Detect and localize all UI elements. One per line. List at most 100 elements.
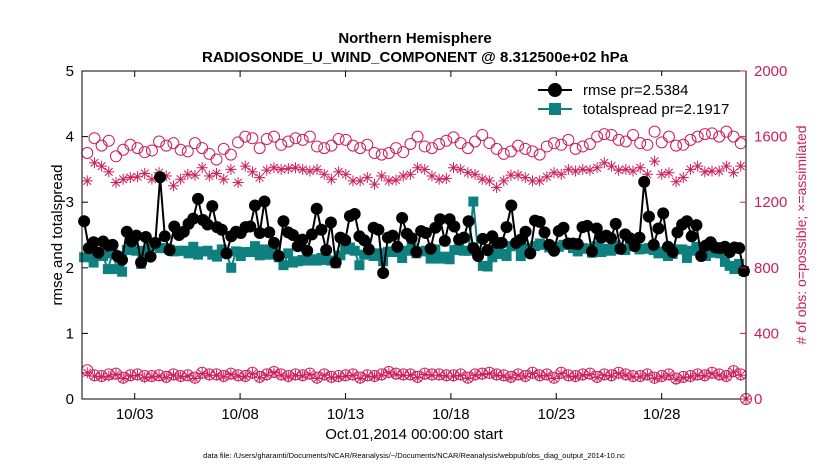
obs-assimilated-low-marker — [670, 373, 682, 385]
obs-assimilated-marker — [189, 169, 201, 181]
obs-assimilated-low-marker — [117, 373, 129, 384]
obs-assimilated-low-marker — [325, 372, 337, 384]
obs-possible-marker — [203, 147, 216, 160]
obs-possible-marker — [619, 135, 632, 148]
obs-assimilated-marker — [361, 172, 373, 184]
obs-assimilated-low-marker — [103, 370, 115, 382]
y-tick-label: 1 — [66, 325, 74, 342]
obs-assimilated-low-marker — [713, 369, 725, 381]
totalspread-point — [468, 196, 479, 207]
obs-possible-marker — [655, 136, 668, 149]
rmse-point — [519, 225, 532, 238]
rmse-point — [377, 267, 390, 280]
obs-assimilated-low-marker — [491, 369, 503, 381]
obs-possible-marker — [167, 137, 180, 150]
legend-spread-marker — [549, 103, 561, 115]
obs-possible-marker — [397, 146, 410, 159]
obs-assimilated-low-marker — [498, 370, 510, 382]
rmse-point — [604, 232, 617, 245]
obs-assimilated-marker — [117, 173, 129, 185]
obs-possible-marker — [131, 142, 144, 155]
rmse-point — [158, 230, 171, 243]
obs-assimilated-marker — [304, 165, 316, 177]
obs-assimilated-low-marker — [254, 372, 266, 384]
y2-tick-label: 2000 — [754, 63, 787, 80]
obs-possible-marker — [540, 140, 553, 153]
rmse-point — [647, 238, 660, 251]
obs-assimilated-low-marker — [340, 370, 352, 382]
obs-possible-marker — [81, 147, 94, 159]
obs-assimilated-marker — [333, 166, 345, 178]
rmse-point — [652, 222, 665, 235]
totalspread-point — [397, 252, 408, 263]
obs-assimilated-marker — [203, 170, 215, 182]
rmse-point — [120, 225, 133, 238]
rmse-point — [135, 256, 148, 269]
obs-assimilated-marker — [369, 178, 381, 190]
obs-assimilated-low-marker — [175, 371, 187, 383]
obs-possible-marker — [691, 130, 704, 143]
obs-possible-marker — [232, 136, 245, 149]
rmse-point — [362, 243, 375, 256]
obs-possible-marker — [727, 130, 740, 143]
obs-assimilated-low-marker — [433, 369, 445, 381]
rmse-point — [116, 253, 129, 266]
obs-possible-marker — [548, 137, 561, 150]
totalspread-point — [226, 262, 237, 273]
rmse-point — [187, 212, 200, 225]
obs-assimilated-low-marker — [462, 373, 474, 384]
rmse-point — [386, 229, 399, 242]
obs-assimilated-low-marker — [196, 368, 208, 380]
obs-assimilated-marker — [211, 168, 223, 179]
obs-assimilated-low-marker — [476, 368, 488, 380]
obs-assimilated-low-marker — [663, 369, 675, 381]
y2-tick-label: 0 — [754, 391, 762, 408]
obs-possible-marker — [512, 139, 525, 152]
obs-possible-marker — [627, 128, 640, 141]
rmse-point — [500, 221, 513, 234]
obs-possible-marker — [440, 134, 453, 147]
x-tick-label: 10/13 — [327, 406, 365, 423]
obs-assimilated-low-marker — [720, 371, 732, 383]
obs-assimilated-low-marker — [182, 370, 194, 382]
totalspread-point — [406, 242, 417, 253]
rmse-point — [253, 227, 266, 240]
totalspread-point — [734, 258, 745, 269]
rmse-point — [206, 200, 219, 213]
rmse-point — [533, 215, 546, 228]
obs-possible-marker — [504, 145, 517, 158]
obs-assimilated-marker — [613, 164, 625, 176]
obs-possible-marker — [303, 130, 316, 143]
obs-assimilated-low-marker — [390, 368, 402, 380]
obs-assimilated-marker — [728, 167, 740, 179]
rmse-point — [324, 216, 337, 229]
obs-assimilated-marker — [605, 160, 617, 172]
obs-assimilated-low-marker — [369, 371, 381, 383]
obs-possible-marker — [339, 133, 352, 146]
obs-assimilated-low-marker — [318, 369, 330, 381]
obs-possible-marker — [318, 142, 331, 155]
obs-possible-marker — [648, 125, 661, 138]
x-tick-label: 10/23 — [538, 406, 576, 423]
obs-assimilated-marker — [139, 168, 151, 179]
obs-assimilated-marker — [713, 165, 725, 177]
obs-possible-marker — [124, 138, 137, 151]
rmse-point — [286, 229, 299, 241]
rmse-point — [419, 227, 432, 240]
obs-assimilated-low-marker — [598, 369, 610, 381]
legend-rmse-marker — [548, 83, 562, 97]
rmse-point — [106, 238, 119, 251]
obs-assimilated-marker — [555, 168, 567, 180]
obs-assimilated-marker — [246, 166, 258, 178]
rmse-point — [139, 230, 152, 243]
rmse-point — [538, 226, 551, 239]
rmse-point — [263, 226, 276, 239]
obs-assimilated-marker — [268, 162, 280, 174]
obs-possible-marker — [253, 142, 266, 155]
obs-assimilated-low-marker — [469, 369, 481, 381]
rmse-point — [320, 244, 333, 257]
obs-possible-marker — [217, 142, 230, 155]
obs-assimilated-marker — [447, 162, 459, 174]
obs-assimilated-low-marker — [526, 368, 538, 380]
obs-assimilated-marker — [325, 173, 337, 185]
